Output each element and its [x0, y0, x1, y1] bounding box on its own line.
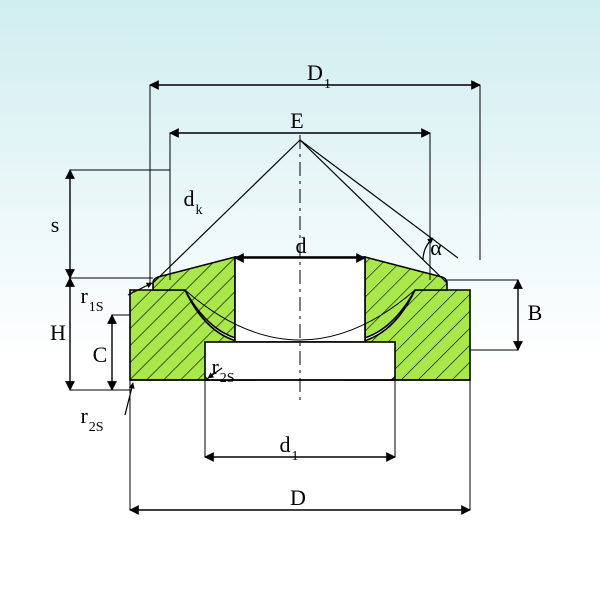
- label-D: D: [290, 485, 306, 510]
- label-B: B: [528, 300, 543, 325]
- dim-s: [70, 170, 170, 278]
- label-H: H: [50, 320, 66, 345]
- label-alpha: α: [430, 235, 442, 260]
- bearing-diagram: D1 E d d1 D dk s H C B α r1S r2S r2S: [0, 0, 600, 600]
- label-C: C: [93, 342, 108, 367]
- label-D1: D1: [307, 60, 331, 92]
- dim-C: [112, 315, 130, 390]
- label-r2s-left: r2S: [80, 403, 103, 435]
- dim-H: [70, 278, 130, 390]
- label-d1: d1: [280, 432, 299, 464]
- leader-r2s-left: [125, 383, 133, 415]
- label-r1s: r1S: [80, 283, 103, 315]
- label-s: s: [51, 212, 60, 237]
- label-E: E: [290, 108, 303, 133]
- label-dk: dk: [184, 186, 203, 218]
- label-d: d: [296, 233, 307, 258]
